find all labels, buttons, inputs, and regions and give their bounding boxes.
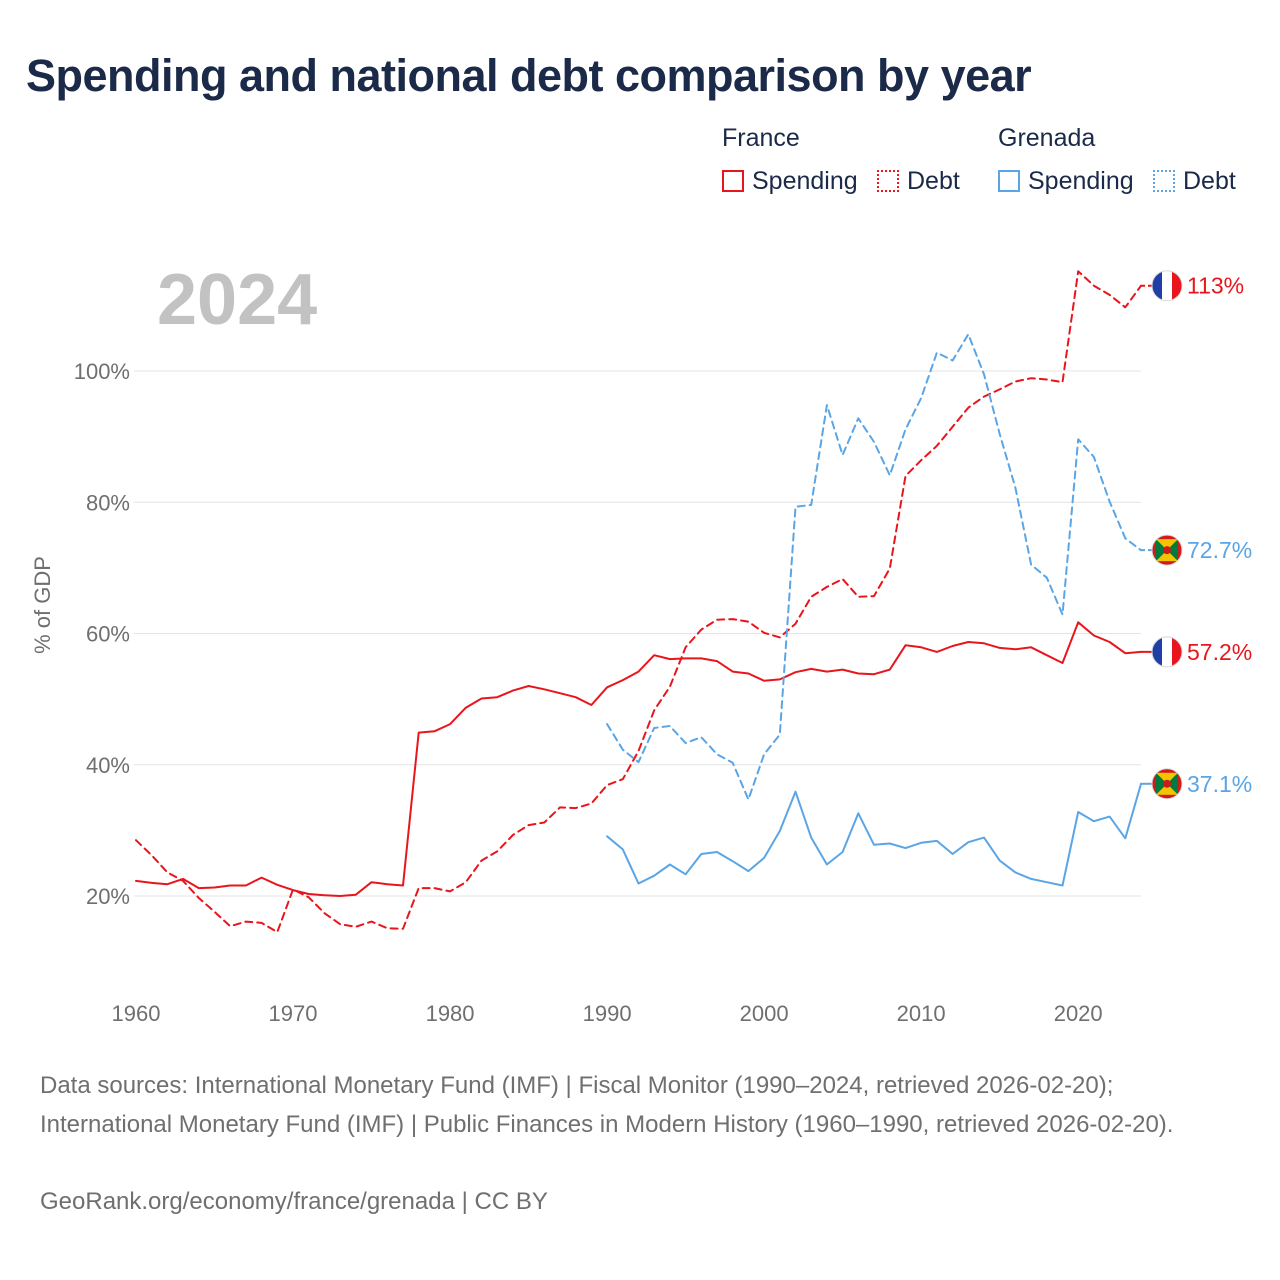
legend-france-spending-label: Spending — [752, 166, 858, 195]
grenada-spending-line[interactable] — [606, 782, 1142, 887]
y-tick-label: 60% — [86, 622, 130, 647]
grid-lines — [134, 370, 1141, 897]
y-axis-title: % of GDP — [30, 556, 55, 654]
credit-link[interactable]: GeoRank.org/economy/france/grenada | CC … — [40, 1188, 548, 1215]
chart-title: Spending and national debt comparison by… — [26, 50, 1032, 101]
france-spending-line[interactable] — [135, 621, 1142, 897]
y-tick-label: 40% — [86, 753, 130, 778]
x-tick-label: 2020 — [1054, 1001, 1103, 1026]
legend-grenada-spending[interactable]: Spending — [998, 166, 1134, 196]
france-flag-icon — [1151, 636, 1183, 668]
year-label: 2024 — [157, 260, 317, 340]
x-tick-label: 2000 — [740, 1001, 789, 1026]
solid-line-swatch-icon — [998, 170, 1020, 192]
y-tick-label: 80% — [86, 490, 130, 515]
france-debt-line[interactable] — [135, 270, 1142, 934]
data-sources: Data sources: International Monetary Fun… — [40, 1072, 1174, 1138]
grenada-flag-icon — [1151, 534, 1183, 566]
grenada-flag-icon — [1151, 768, 1183, 800]
x-tick-label: 1970 — [269, 1001, 318, 1026]
x-tick-label: 1990 — [583, 1001, 632, 1026]
x-tick-label: 2010 — [897, 1001, 946, 1026]
legend-grenada-title: Grenada — [998, 124, 1096, 152]
x-tick-label: 1980 — [426, 1001, 475, 1026]
y-tick-label: 100% — [74, 359, 130, 384]
france-spending-end-value: 57.2% — [1187, 639, 1252, 665]
series-lines — [135, 270, 1142, 934]
legend-france-debt-label: Debt — [907, 166, 960, 195]
y-tick-label: 20% — [86, 884, 130, 909]
france-flag-icon — [1151, 270, 1183, 302]
x-tick-label: 1960 — [112, 1001, 161, 1026]
legend-france-title: France — [722, 124, 800, 152]
grenada-debt-end-value: 72.7% — [1187, 537, 1252, 563]
line-chart: 2024 20% 40% 60% 80% 100% 1960 1970 1980 1990 200… — [30, 260, 1252, 1026]
legend-grenada-debt[interactable]: Debt — [1153, 166, 1236, 196]
legend-grenada-spending-label: Spending — [1028, 166, 1134, 195]
dotted-line-swatch-icon — [877, 170, 899, 192]
grenada-debt-line[interactable] — [606, 333, 1142, 801]
legend-grenada-debt-label: Debt — [1183, 166, 1236, 195]
legend-france-spending[interactable]: Spending — [722, 166, 858, 196]
solid-line-swatch-icon — [722, 170, 744, 192]
legend-france-debt[interactable]: Debt — [877, 166, 960, 196]
axis-labels: 20% 40% 60% 80% 100% 1960 1970 1980 1990 2000 2010… — [74, 359, 1103, 1026]
end-markers: 57.2% 113% 37.1% 72.7% — [1141, 270, 1252, 800]
grenada-spending-end-value: 37.1% — [1187, 771, 1252, 797]
dotted-line-swatch-icon — [1153, 170, 1175, 192]
france-debt-end-value: 113% — [1187, 273, 1244, 299]
